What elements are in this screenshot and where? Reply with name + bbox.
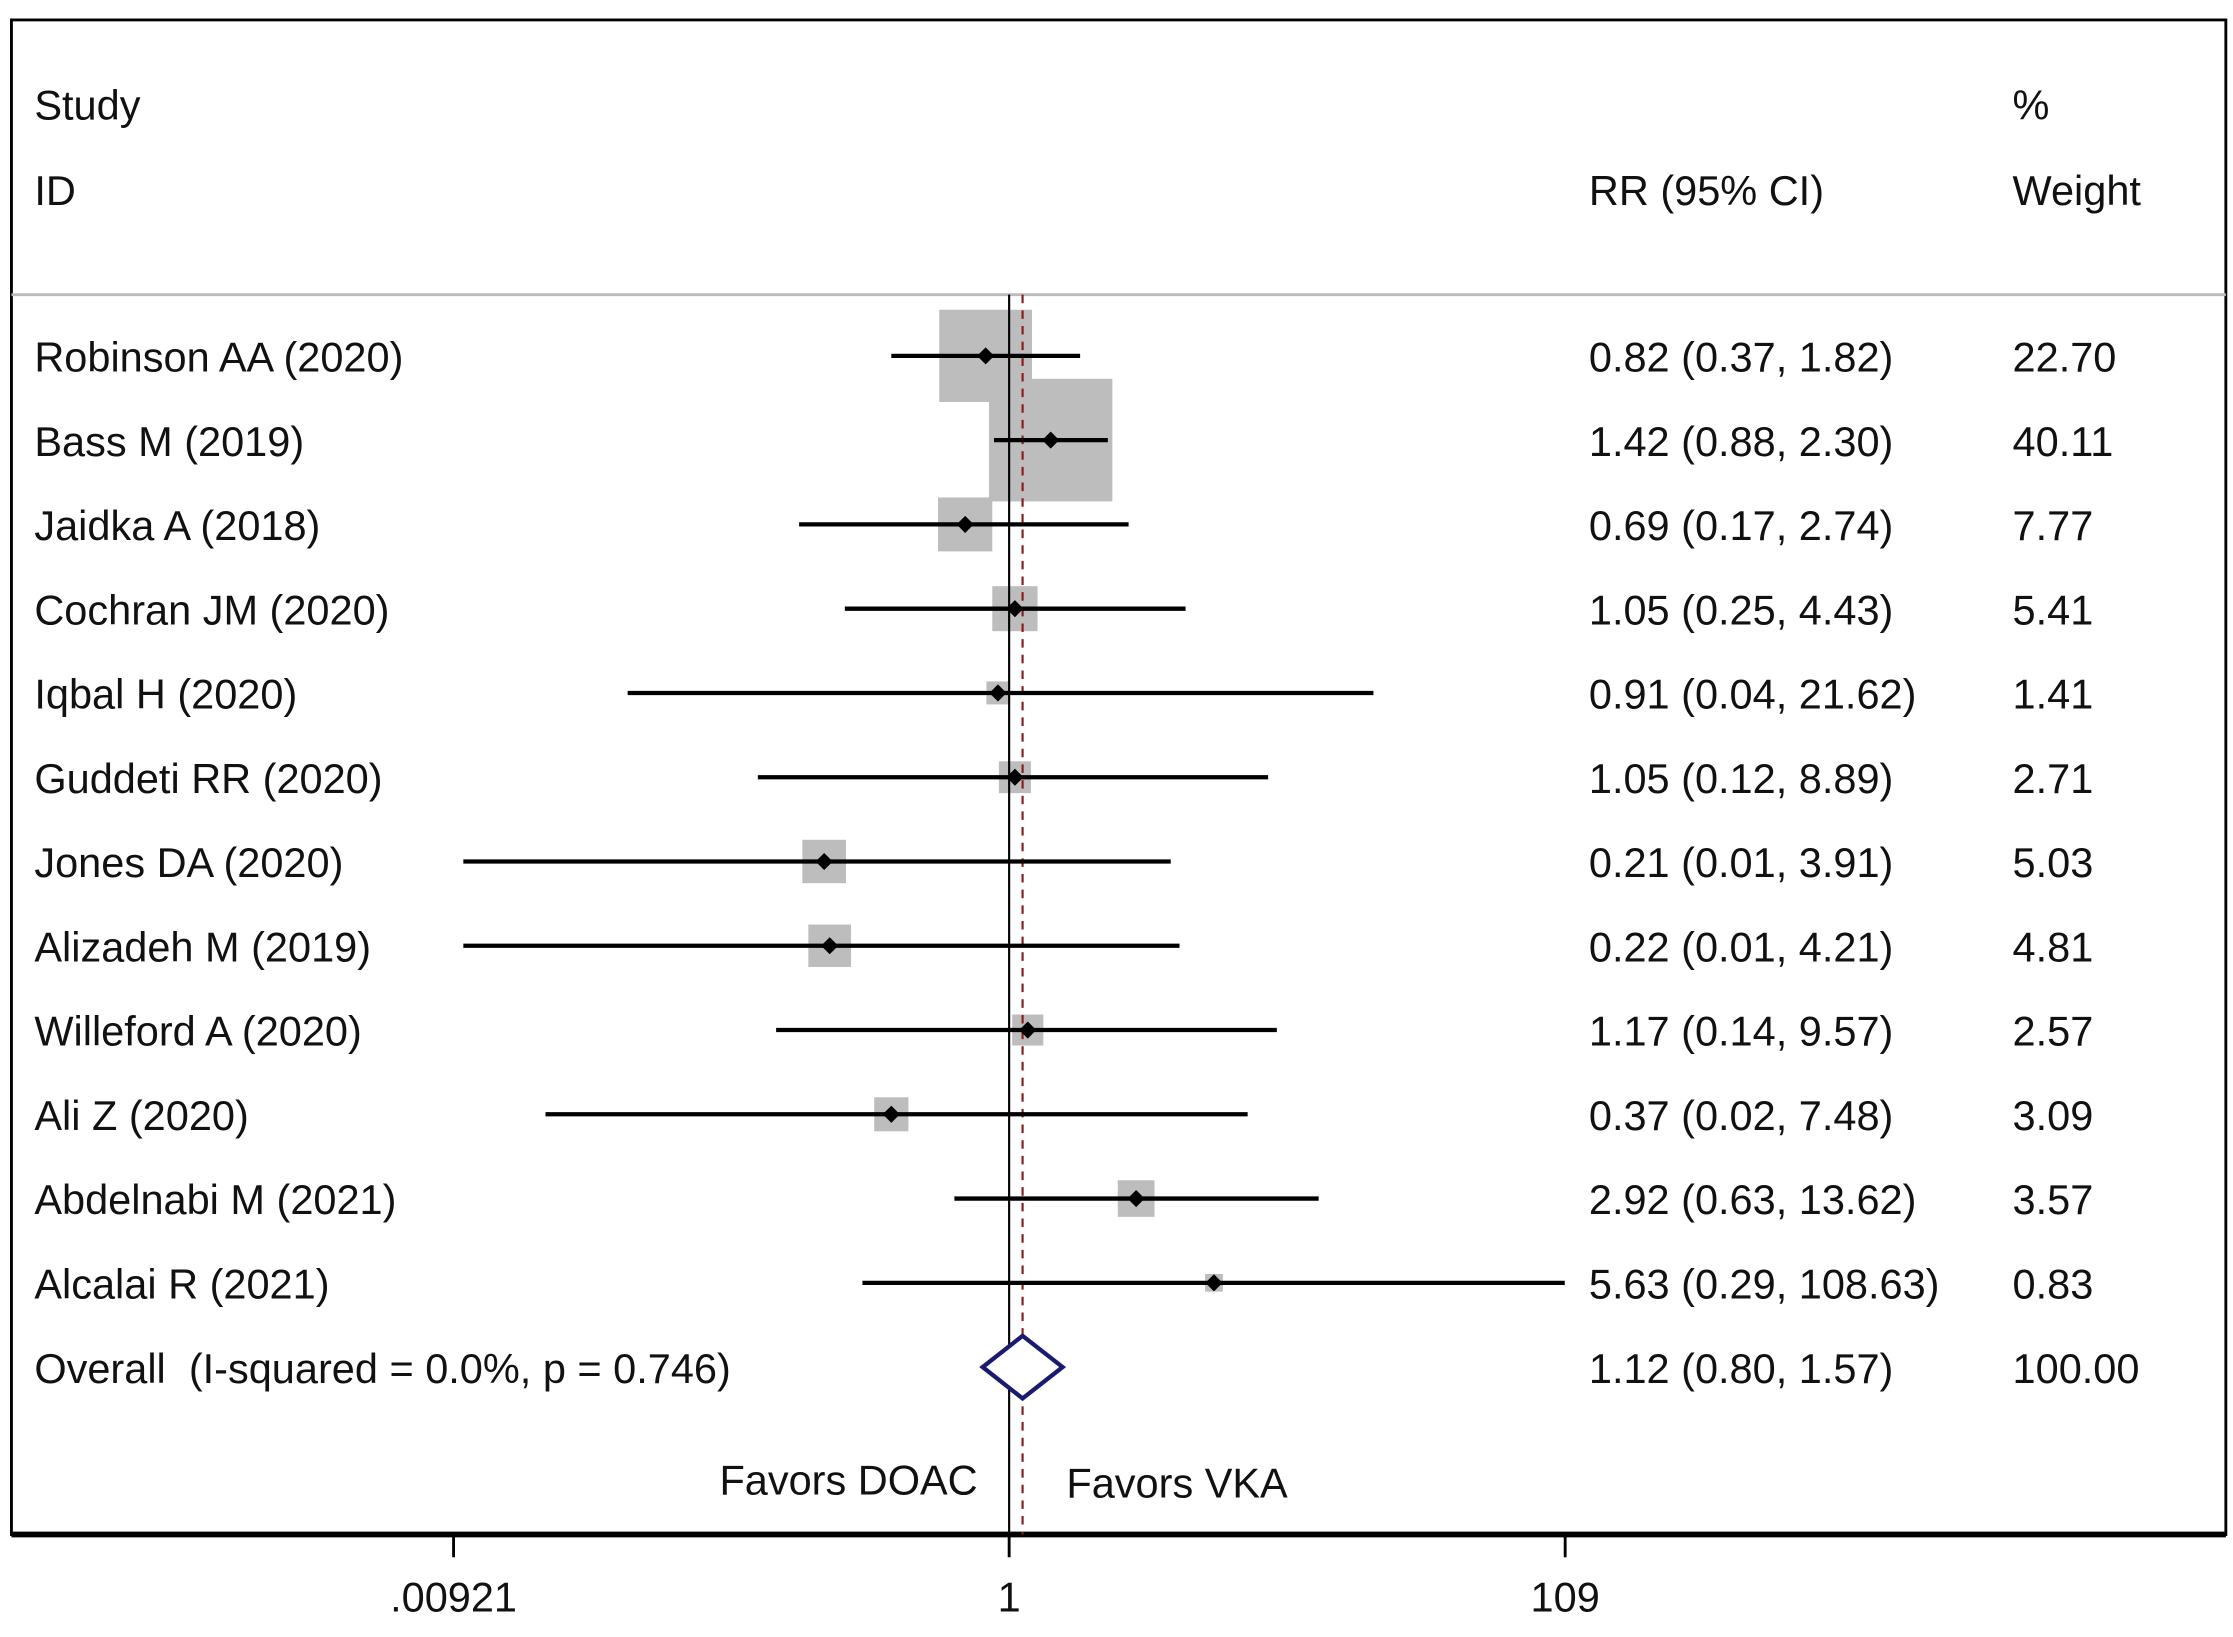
point-estimate [1006, 600, 1024, 618]
study-label: Jones DA (2020) [34, 840, 343, 886]
study-label: Iqbal H (2020) [34, 672, 297, 718]
weight-label: 40.11 [2013, 419, 2114, 465]
overall-rr-ci-label: 1.12 (0.80, 1.57) [1589, 1346, 1893, 1392]
rr-ci-label: 1.17 (0.14, 9.57) [1589, 1009, 1893, 1055]
study-label: Abdelnabi M (2021) [34, 1177, 396, 1223]
study-label: Ali Z (2020) [34, 1093, 248, 1139]
rr-ci-label: 5.63 (0.29, 108.63) [1589, 1262, 1940, 1308]
header-id: ID [34, 168, 75, 214]
point-estimate [1127, 1190, 1145, 1208]
study-label: Willeford A (2020) [34, 1009, 361, 1055]
point-estimate [1006, 768, 1024, 786]
weight-label: 3.57 [2013, 1177, 2094, 1223]
weight-label: 5.03 [2013, 840, 2094, 886]
study-label: Alcalai R (2021) [34, 1262, 329, 1308]
rr-ci-label: 0.21 (0.01, 3.91) [1589, 840, 1893, 886]
x-tick-label: .00921 [390, 1574, 517, 1620]
overall-weight-label: 100.00 [2013, 1346, 2140, 1392]
study-label: Jaidka A (2018) [34, 503, 320, 549]
rr-ci-label: 1.05 (0.25, 4.43) [1589, 587, 1893, 633]
header-weight: Weight [2013, 168, 2142, 214]
weight-label: 0.83 [2013, 1262, 2094, 1308]
weight-label: 7.77 [2013, 503, 2094, 549]
header-percent: % [2013, 83, 2050, 129]
favors-right-label: Favors VKA [1066, 1461, 1288, 1507]
x-tick-label: 109 [1531, 1574, 1600, 1620]
rr-ci-label: 1.05 (0.12, 8.89) [1589, 756, 1893, 802]
rr-ci-label: 0.91 (0.04, 21.62) [1589, 672, 1917, 718]
weight-label: 3.09 [2013, 1093, 2094, 1139]
header-study: Study [34, 83, 140, 129]
overall-diamond [979, 1333, 1067, 1402]
rr-ci-label: 0.22 (0.01, 4.21) [1589, 925, 1893, 971]
rr-ci-label: 0.37 (0.02, 7.48) [1589, 1093, 1893, 1139]
weight-label: 2.71 [2013, 756, 2094, 802]
rr-ci-label: 2.92 (0.63, 13.62) [1589, 1177, 1917, 1223]
rr-ci-label: 0.69 (0.17, 2.74) [1589, 503, 1893, 549]
header-rr: RR (95% CI) [1589, 168, 1824, 214]
point-estimate [989, 684, 1007, 702]
weight-label: 2.57 [2013, 1009, 2094, 1055]
point-estimate [821, 937, 839, 955]
weight-label: 1.41 [2013, 672, 2094, 718]
study-label: Cochran JM (2020) [34, 587, 389, 633]
weight-label: 4.81 [2013, 925, 2094, 971]
rr-ci-label: 0.82 (0.37, 1.82) [1589, 335, 1893, 381]
overall-label: Overall (I-squared = 0.0%, p = 0.746) [34, 1346, 730, 1392]
favors-left-label: Favors DOAC [719, 1458, 977, 1504]
study-label: Guddeti RR (2020) [34, 756, 382, 802]
study-label: Bass M (2019) [34, 419, 304, 465]
study-label: Robinson AA (2020) [34, 335, 403, 381]
x-tick-label: 1 [998, 1574, 1021, 1620]
point-estimate [815, 852, 833, 871]
study-label: Alizadeh M (2019) [34, 925, 371, 971]
rr-ci-label: 1.42 (0.88, 2.30) [1589, 419, 1893, 465]
weight-label: 5.41 [2013, 587, 2094, 633]
point-estimate [956, 515, 974, 533]
weight-label: 22.70 [2013, 335, 2117, 381]
point-estimate [882, 1105, 900, 1123]
